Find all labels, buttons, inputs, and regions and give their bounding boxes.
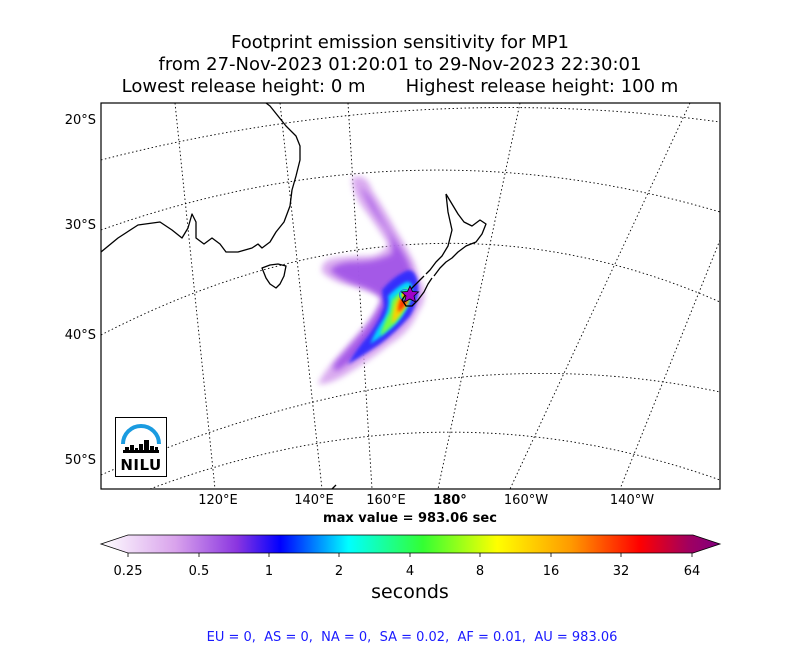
colorbar-tick-label: 8 [475, 564, 485, 579]
map-title-line-1: Footprint emission sensitivity for MP1 [230, 32, 569, 53]
colorbar-tick-label: 32 [612, 564, 630, 579]
map-frame [100, 102, 721, 490]
emission-sensitivity-plume [318, 176, 425, 385]
region-totals-text: EU = 0, AS = 0, NA = 0, SA = 0.02, AF = … [206, 630, 618, 645]
longitude-label-160w: 160°W [503, 493, 549, 508]
release-location-star-icon [400, 285, 420, 303]
longitude-label-140e: 140°E [294, 493, 334, 508]
colorbar-tick-label: 0.25 [113, 564, 143, 579]
colorbar-unit-label: seconds [371, 581, 449, 603]
colorbar-tick-label: 0.5 [188, 564, 210, 579]
longitude-label-120e: 120°E [198, 493, 238, 508]
colorbar-tick-marks [127, 553, 693, 557]
longitude-gridlines [174, 103, 720, 489]
colorbar-tick-label: 16 [542, 564, 560, 579]
colorbar-tick-label: 64 [683, 564, 701, 579]
colorbar-tick-label: 1 [264, 564, 274, 579]
latitude-label-40s: 40°S [64, 328, 96, 343]
nilu-logo-icon [121, 424, 161, 453]
map-title-line-3: Lowest release height: 0 m Highest relea… [121, 76, 679, 97]
nilu-logo-text: NILU [120, 456, 162, 474]
max-value-label: max value = 983.06 sec [323, 511, 497, 526]
colorbar-tick-label: 2 [334, 564, 344, 579]
nilu-logo: NILU [115, 417, 167, 477]
latitude-gridlines [101, 107, 720, 489]
latitude-label-50s: 50°S [64, 453, 96, 468]
coastlines [101, 103, 487, 489]
latitude-label-20s: 20°S [64, 113, 96, 128]
longitude-label-180: 180° [433, 493, 467, 508]
colorbar-tick-label: 4 [405, 564, 415, 579]
colorbar [99, 534, 722, 557]
latitude-label-30s: 30°S [64, 218, 96, 233]
longitude-label-140w: 140°W [609, 493, 655, 508]
longitude-label-160e: 160°E [366, 493, 406, 508]
map-title-line-2: from 27-Nov-2023 01:20:01 to 29-Nov-2023… [158, 54, 642, 75]
